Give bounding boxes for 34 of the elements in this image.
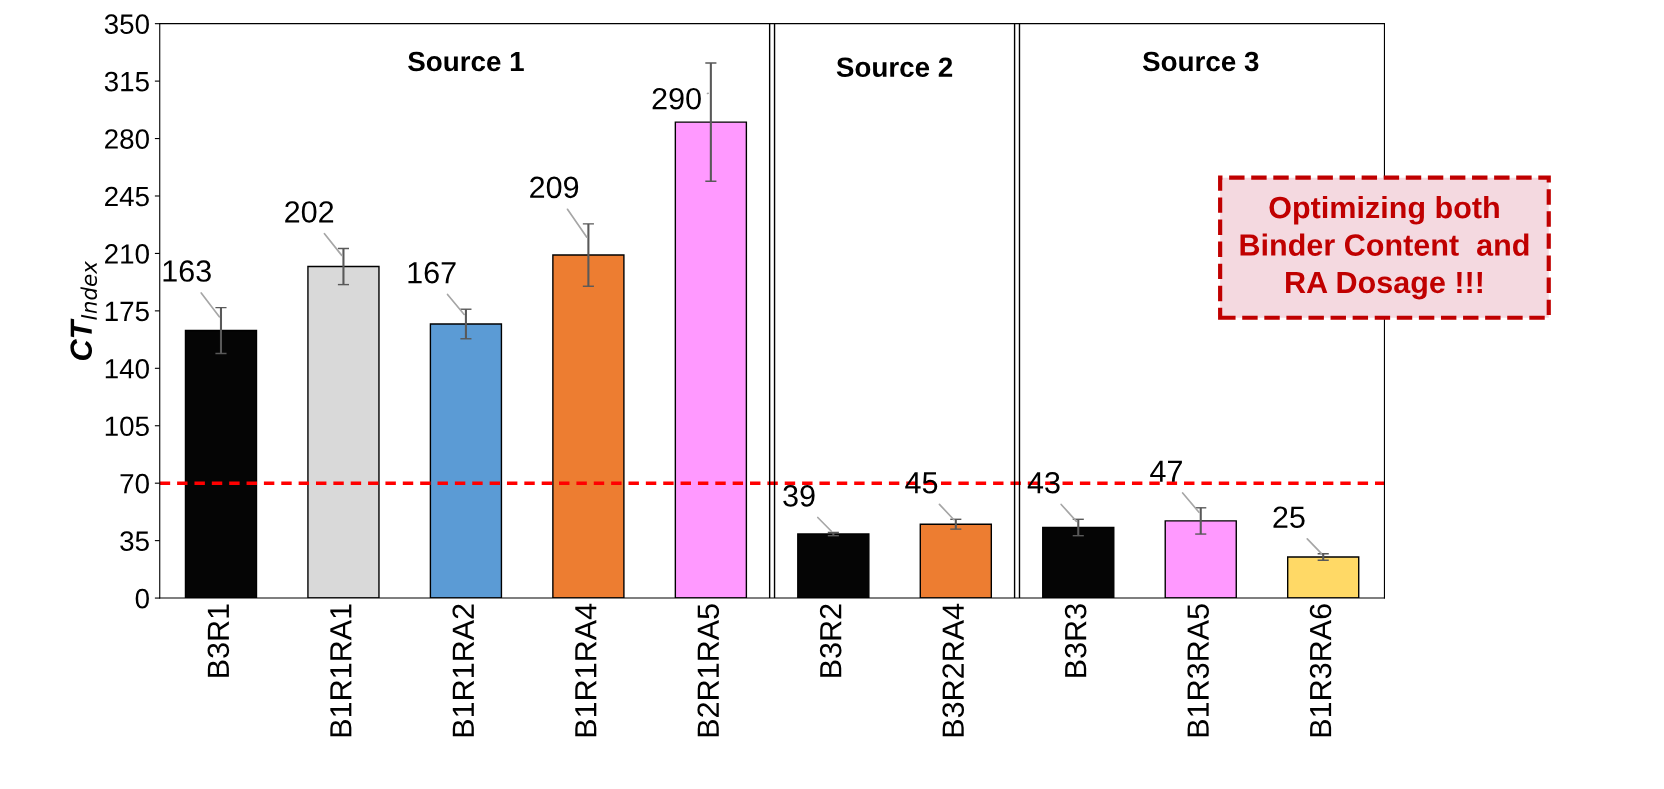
x-tick-label: B1R1RA2 (452, 604, 474, 737)
annotation: Optimizing both Binder Content and RA Dosage !!! (1240, 195, 1529, 300)
x-tick-label: B2R1RA5 (697, 604, 720, 737)
annotation: Source 2 (836, 57, 953, 78)
data-label: 39 (783, 485, 815, 507)
x-tick-label: B3R3 (1064, 604, 1087, 677)
y-tick-label: 105 (105, 416, 149, 437)
y-tick-label: 280 (105, 129, 149, 149)
y-tick-label: 210 (105, 244, 149, 264)
x-tick-label: B1R3RA5 (1187, 604, 1209, 737)
x-tick-label: B3R1 (207, 604, 230, 677)
y-tick-label: 315 (104, 71, 149, 92)
y-tick-label: 175 (105, 301, 149, 322)
y-tick-label: 140 (105, 358, 149, 379)
y-tick-label: 350 (104, 14, 149, 35)
data-label: 290 (652, 87, 701, 110)
data-label: 209 (530, 176, 579, 199)
data-label: 163 (163, 260, 211, 282)
x-tick-label: B1R1RA4 (575, 603, 597, 737)
x-tick-label: B1R3RA6 (1309, 604, 1332, 737)
annotation: Source 1 (408, 51, 524, 72)
y-tick-label: 0 (135, 588, 149, 609)
data-label: 47 (1150, 460, 1182, 482)
data-label: 25 (1273, 506, 1305, 529)
y-tick-label: 70 (120, 473, 149, 494)
data-label: 167 (408, 261, 456, 284)
x-tick-label: B3R2RA4 (942, 603, 964, 737)
x-tick-label: B1R1RA1 (330, 604, 352, 737)
y-axis-title: CT$_{Index}$ (70, 260, 98, 360)
annotation: Source 3 (1142, 51, 1259, 72)
y-tick-label: 35 (120, 531, 149, 551)
data-label: 202 (285, 201, 334, 223)
y-tick-label: 245 (105, 186, 149, 207)
x-tick-label: B3R2 (819, 604, 842, 677)
